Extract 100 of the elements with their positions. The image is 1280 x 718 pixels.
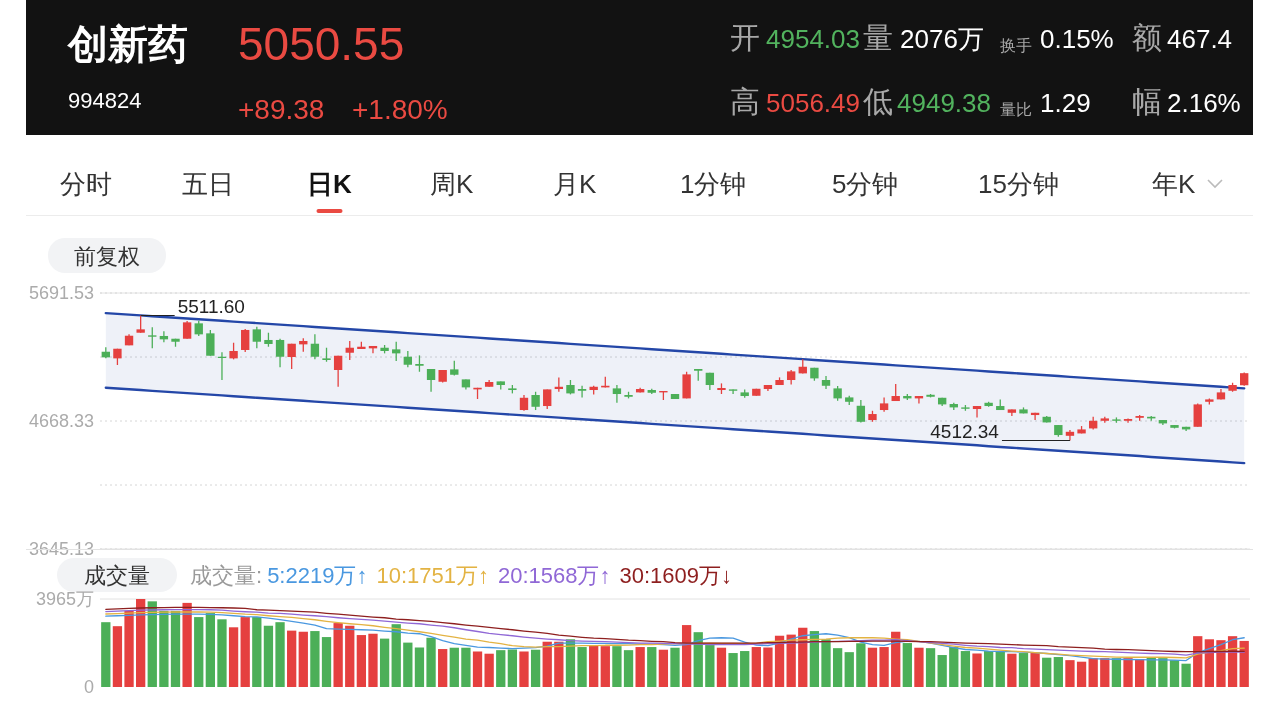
bar [252,617,262,687]
bar [589,645,599,687]
bar [612,646,622,687]
bar [368,633,378,687]
text: 月K [553,169,597,199]
text: 前复权 [74,244,140,269]
bar [693,632,703,687]
text: 2076万 [900,24,984,54]
bar [519,651,529,687]
text: 创新药 [67,22,188,66]
bar [147,601,157,687]
text: 高 [730,85,760,118]
y-tick-label: 0 [83,677,94,697]
text: 15分钟 [978,169,1059,199]
bar [461,647,471,687]
bar [623,650,634,687]
bar [403,642,413,687]
text: 20:1568万↑ [497,563,611,588]
bar [670,647,680,687]
bar [426,637,436,687]
text: 日K [307,169,352,199]
bar [449,647,459,687]
bar [321,637,332,687]
y-tick-label: 3965万 [35,589,94,609]
bar [472,651,483,687]
text: 2.16% [1167,88,1241,118]
bar [600,646,610,687]
bar [484,653,494,687]
bar [170,610,181,687]
bar [995,651,1005,687]
text: 994824 [68,88,142,113]
candlestick [310,333,320,361]
bar [798,627,808,687]
text: 周K [430,169,474,199]
bar [925,648,936,687]
candlestick [345,340,354,361]
bar [240,617,250,687]
bar [937,655,947,687]
bar [1007,653,1017,687]
bar [972,653,982,687]
text: 分时 [60,169,112,199]
candlestick [531,391,540,411]
bar [1158,658,1168,687]
bar [554,641,564,687]
text: 5056.49 [766,88,860,118]
bar [310,631,320,687]
bar [635,647,645,687]
candlestick [1193,402,1202,428]
bar [763,647,773,687]
candlestick [728,388,738,395]
text: 0.15% [1040,24,1114,54]
text: 1分钟 [680,169,747,199]
bar [1065,660,1075,687]
text: 幅 [1132,85,1162,118]
candlestick [426,368,436,393]
bar [902,643,912,687]
bar [287,630,297,687]
bar [112,626,123,687]
bar [1088,658,1098,687]
bar [740,651,750,687]
candlestick [287,343,296,370]
bar [1181,663,1191,687]
bar [867,647,878,687]
bar [379,638,390,687]
bar [1053,657,1063,687]
bar [705,645,715,687]
bar [809,631,820,687]
candlestick [148,326,157,350]
bar [658,649,669,687]
text: +89.38 [238,94,325,125]
bar [1042,657,1052,687]
bar [438,649,448,687]
bar [217,619,227,687]
y-tick-label: 5691.53 [28,283,94,303]
bar [647,647,657,687]
text: 换手 [1000,37,1032,54]
bar [1239,640,1249,687]
candlestick [275,338,285,369]
bar [728,653,738,687]
bar [716,647,727,687]
bar [414,647,425,687]
bar [879,647,889,687]
bar [1100,658,1110,687]
candlestick [241,328,250,353]
bar [205,613,215,687]
bar [1135,659,1145,687]
candlestick [577,385,587,399]
bar [228,627,239,687]
candlestick [333,355,343,388]
candlestick [612,384,622,404]
candlestick [252,326,261,350]
bar [1193,636,1203,687]
series-label: 10:1751万↑ [376,563,489,588]
bar [856,643,866,687]
bar [333,623,343,687]
bar [1169,660,1180,687]
text: 467.4 [1167,24,1233,54]
candlestick [1065,429,1075,442]
bar [356,635,367,687]
bar [159,610,169,687]
